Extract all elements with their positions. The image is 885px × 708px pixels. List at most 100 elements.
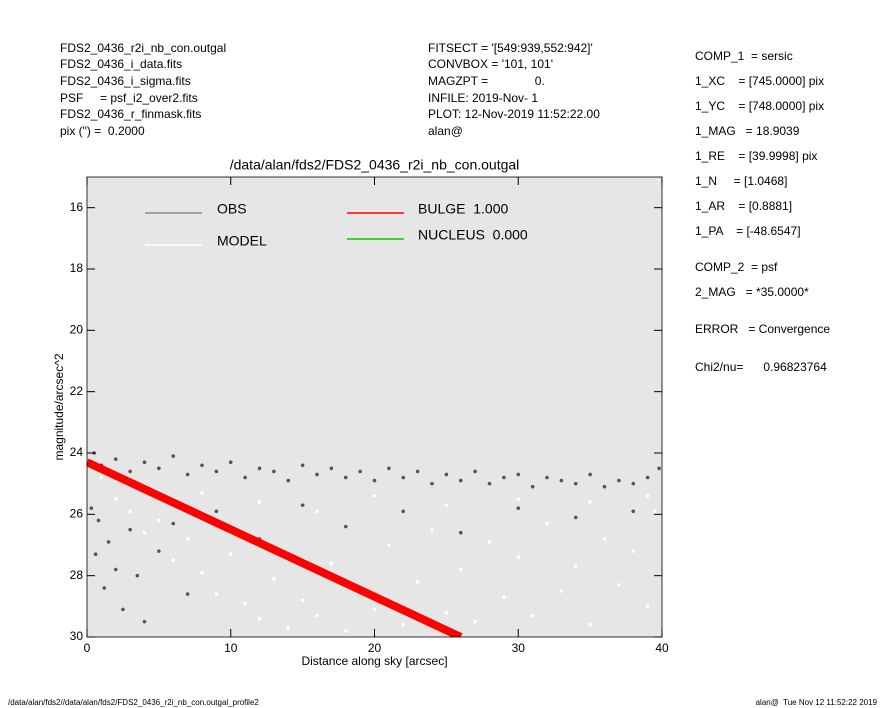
data-point (516, 555, 521, 560)
model-line (87, 458, 463, 637)
data-point (113, 457, 118, 461)
y-tick-label: 26 (70, 507, 84, 521)
data-point (458, 530, 463, 535)
footer-left: /data/alan/fds2//data/alan/fds2/FDS2_043… (8, 698, 259, 707)
info-center-line: FITSECT = '[549:939,552:942]' (428, 41, 593, 55)
data-point (142, 460, 147, 465)
data-point (588, 622, 592, 627)
x-tick-label: 10 (224, 641, 238, 655)
data-point (300, 598, 305, 602)
data-point (228, 460, 233, 465)
data-point (502, 475, 506, 480)
data-point (286, 478, 291, 483)
info-right-line: ERROR = Convergence (695, 322, 830, 336)
data-point (315, 613, 319, 618)
data-point (617, 478, 621, 483)
data-point (272, 576, 276, 581)
data-point (200, 463, 204, 468)
data-point (171, 558, 176, 563)
data-point (343, 629, 348, 633)
x-axis-label: Distance along sky [arcsec] (301, 654, 447, 668)
data-point (113, 567, 118, 572)
data-point (657, 466, 661, 471)
y-tick-label: 20 (70, 323, 84, 337)
data-point (99, 475, 104, 480)
data-point (257, 466, 262, 471)
data-point (89, 506, 94, 511)
y-tick-label: 16 (70, 200, 84, 214)
data-point (243, 601, 247, 606)
data-point (588, 500, 592, 504)
data-point (142, 530, 147, 535)
plot-layer (87, 451, 661, 637)
info-right-line: 1_PA = [-48.6547] (695, 224, 801, 238)
data-point (516, 497, 521, 501)
data-point (96, 518, 101, 523)
data-point (645, 475, 650, 480)
data-point (545, 521, 549, 526)
data-point (272, 469, 276, 474)
data-point (645, 604, 650, 609)
data-point (214, 509, 219, 514)
info-left-line: FDS2_0436_r2i_nb_con.outgal (60, 41, 226, 55)
data-point (502, 595, 506, 599)
info-center-line: alan@ (428, 124, 463, 138)
data-point (315, 472, 319, 477)
data-point (372, 494, 377, 498)
data-point (444, 472, 449, 477)
x-tick-label: 30 (512, 641, 526, 655)
data-point (401, 475, 406, 480)
data-point (473, 619, 477, 624)
data-point (653, 509, 657, 514)
data-point (415, 580, 420, 584)
data-point (300, 463, 305, 468)
data-point (185, 537, 190, 541)
data-point (106, 540, 111, 544)
x-tick-label: 0 (84, 641, 91, 655)
data-point (573, 515, 578, 520)
y-axis-label: magnitude/arcsec^2 (52, 353, 66, 460)
x-tick-label: 20 (368, 641, 382, 655)
info-right-line: 1_AR = [0.8881] (695, 199, 792, 213)
info-center-line: INFILE: 2019-Nov- 1 (428, 91, 538, 105)
info-center-line: PLOT: 12-Nov-2019 11:52:22.00 (428, 107, 600, 121)
data-point (631, 481, 636, 486)
info-right-line: 1_YC = [748.0000] pix (695, 99, 824, 113)
info-right-line: Chi2/nu= 0.96823764 (695, 360, 827, 374)
data-point (631, 509, 636, 514)
data-point (444, 503, 449, 507)
data-point (559, 589, 564, 593)
data-point (516, 506, 521, 511)
data-point (588, 472, 592, 477)
legend-label: BULGE 1.000 (418, 201, 508, 217)
data-point (300, 503, 305, 507)
info-center-line: CONVBOX = '101, 101' (428, 57, 553, 71)
data-point (530, 484, 535, 489)
data-point (545, 475, 549, 480)
data-point (401, 622, 406, 627)
data-point (128, 509, 132, 514)
info-right-line: 1_RE = [39.9998] pix (695, 149, 817, 163)
data-point (372, 607, 377, 612)
info-right-line: 2_MAG = *35.0000* (695, 285, 809, 299)
legend-label: OBS (217, 201, 247, 217)
data-point (171, 454, 176, 458)
data-point (157, 518, 161, 523)
data-point (214, 469, 219, 474)
data-point (559, 478, 564, 483)
y-tick-label: 30 (70, 629, 84, 643)
y-tick-label: 28 (70, 568, 84, 582)
data-point (329, 561, 334, 566)
data-point (530, 613, 535, 618)
data-point (257, 616, 262, 621)
data-point (243, 475, 247, 480)
info-right-line: COMP_1 = sersic (695, 49, 793, 63)
info-right-line: 1_MAG = 18.9039 (695, 124, 800, 138)
data-point (458, 567, 463, 572)
data-point (329, 466, 334, 471)
data-point (185, 472, 190, 477)
data-point (200, 491, 204, 495)
data-point (573, 564, 578, 569)
data-point (142, 619, 147, 624)
